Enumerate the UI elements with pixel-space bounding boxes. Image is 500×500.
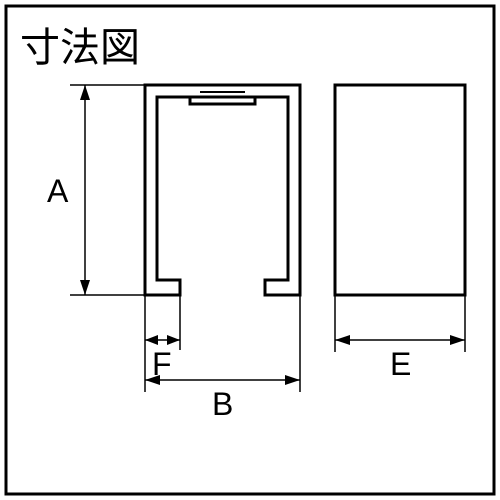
diagram-svg: A F B E: [0, 0, 500, 500]
channel-profile: [145, 85, 300, 295]
dim-f-arrow-l: [145, 335, 158, 345]
dim-e-label: E: [390, 346, 411, 382]
dim-e-arrow-r: [450, 335, 465, 345]
outer-border: [6, 6, 494, 494]
dim-f-arrow-r: [167, 335, 180, 345]
dim-b-label: B: [212, 386, 233, 422]
dim-f-label: F: [152, 346, 172, 382]
right-rect: [335, 85, 465, 295]
dim-b-arrow-r: [285, 375, 300, 385]
dim-a-label: A: [47, 173, 69, 209]
dim-e-arrow-l: [335, 335, 350, 345]
dim-a-arrow-top: [80, 85, 90, 100]
diagram-container: 寸法図 A F B: [0, 0, 500, 500]
dim-a-arrow-bot: [80, 280, 90, 295]
